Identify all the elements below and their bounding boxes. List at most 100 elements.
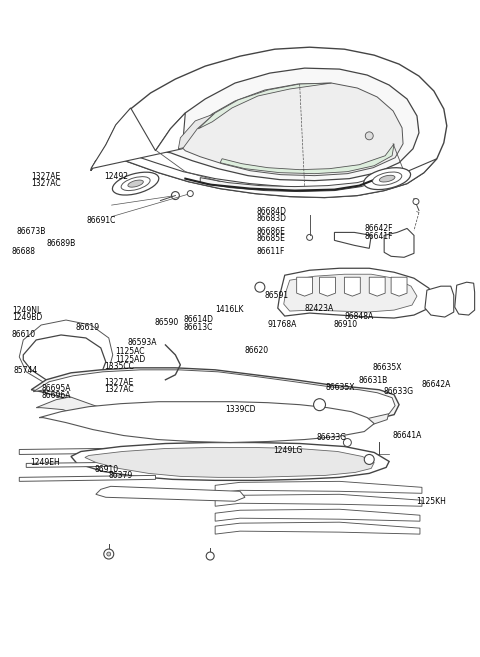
Text: 86613C: 86613C	[184, 323, 213, 332]
Circle shape	[343, 438, 351, 447]
Text: 1335CC: 1335CC	[104, 362, 134, 371]
Polygon shape	[215, 482, 422, 493]
Text: 86910: 86910	[333, 320, 357, 329]
Text: 86633G: 86633G	[383, 388, 413, 396]
Text: 86611F: 86611F	[257, 247, 285, 256]
Ellipse shape	[364, 168, 410, 190]
Text: 86910: 86910	[95, 464, 119, 474]
Text: 86691C: 86691C	[86, 216, 116, 225]
Polygon shape	[36, 390, 389, 436]
Text: 86683D: 86683D	[257, 214, 287, 223]
Polygon shape	[179, 114, 214, 148]
Circle shape	[365, 132, 373, 140]
Text: 86688: 86688	[12, 248, 36, 256]
Polygon shape	[391, 277, 407, 296]
Text: 1327AE: 1327AE	[104, 378, 133, 386]
Polygon shape	[220, 144, 394, 173]
Polygon shape	[384, 229, 414, 258]
Text: 86642A: 86642A	[421, 380, 451, 388]
Text: 86590: 86590	[154, 318, 179, 327]
Text: 86642F: 86642F	[364, 225, 393, 233]
Circle shape	[413, 198, 419, 204]
Polygon shape	[198, 83, 332, 129]
Ellipse shape	[121, 177, 150, 191]
Text: 1339CD: 1339CD	[226, 405, 256, 414]
Text: 86631B: 86631B	[359, 376, 388, 385]
Polygon shape	[182, 83, 403, 175]
Text: 1416LK: 1416LK	[215, 305, 244, 314]
Text: 82423A: 82423A	[304, 304, 334, 313]
Text: 86379: 86379	[109, 471, 133, 480]
Text: 86635X: 86635X	[372, 363, 402, 372]
Polygon shape	[425, 286, 454, 317]
Text: 86641A: 86641A	[393, 431, 422, 440]
Text: 1125KH: 1125KH	[417, 497, 446, 507]
Polygon shape	[31, 368, 399, 426]
Ellipse shape	[128, 180, 144, 187]
Polygon shape	[19, 320, 113, 388]
Polygon shape	[320, 277, 336, 296]
Text: 1249NL: 1249NL	[12, 306, 41, 315]
Text: 1125AC: 1125AC	[115, 348, 144, 357]
Text: 86591: 86591	[265, 291, 289, 300]
Polygon shape	[297, 277, 312, 296]
Text: 86610: 86610	[12, 330, 36, 340]
Text: 86619: 86619	[75, 323, 99, 332]
Text: 86614D: 86614D	[184, 315, 214, 325]
Polygon shape	[23, 335, 106, 384]
Circle shape	[437, 298, 447, 308]
Text: 91768A: 91768A	[267, 320, 297, 329]
Polygon shape	[85, 447, 374, 478]
Polygon shape	[369, 277, 385, 296]
Text: 86633G: 86633G	[316, 433, 347, 442]
Circle shape	[187, 191, 193, 196]
Text: 86684D: 86684D	[257, 207, 287, 215]
Text: 86641F: 86641F	[364, 232, 393, 240]
Polygon shape	[91, 148, 437, 198]
Text: 86696A: 86696A	[42, 392, 72, 400]
Polygon shape	[284, 274, 417, 312]
Text: 86593A: 86593A	[128, 338, 157, 347]
Text: 1125AD: 1125AD	[115, 355, 145, 364]
Polygon shape	[91, 108, 185, 169]
Circle shape	[364, 455, 374, 464]
Polygon shape	[335, 233, 371, 248]
Text: 12492: 12492	[104, 172, 128, 181]
Polygon shape	[71, 443, 389, 480]
Text: 1249LG: 1249LG	[274, 446, 303, 455]
Polygon shape	[33, 370, 395, 424]
Circle shape	[255, 283, 265, 292]
Polygon shape	[19, 476, 156, 482]
Text: 86686E: 86686E	[257, 227, 286, 236]
Ellipse shape	[372, 172, 402, 185]
Text: 1249EH: 1249EH	[30, 458, 60, 467]
Circle shape	[391, 243, 401, 254]
Ellipse shape	[379, 175, 395, 182]
Text: 86635X: 86635X	[326, 383, 355, 392]
Ellipse shape	[112, 172, 159, 195]
Polygon shape	[200, 169, 394, 192]
Polygon shape	[19, 447, 180, 455]
Polygon shape	[278, 268, 434, 318]
Text: 1249BD: 1249BD	[12, 313, 42, 323]
Text: 1327AC: 1327AC	[104, 385, 133, 394]
Polygon shape	[26, 461, 185, 467]
Polygon shape	[455, 283, 475, 315]
Polygon shape	[215, 494, 422, 507]
Circle shape	[313, 399, 325, 411]
Text: 1327AC: 1327AC	[31, 179, 60, 189]
Text: 86848A: 86848A	[345, 312, 374, 321]
Text: 1327AE: 1327AE	[31, 172, 60, 181]
Polygon shape	[91, 47, 447, 198]
Circle shape	[336, 235, 342, 241]
Text: 86689B: 86689B	[47, 239, 76, 248]
Polygon shape	[215, 522, 420, 534]
Text: 86695A: 86695A	[42, 384, 72, 393]
Polygon shape	[39, 401, 374, 443]
Text: 85744: 85744	[13, 366, 37, 374]
Polygon shape	[96, 486, 245, 501]
Circle shape	[104, 549, 114, 559]
Text: 86620: 86620	[245, 346, 269, 355]
Polygon shape	[215, 509, 420, 521]
Circle shape	[171, 192, 180, 200]
